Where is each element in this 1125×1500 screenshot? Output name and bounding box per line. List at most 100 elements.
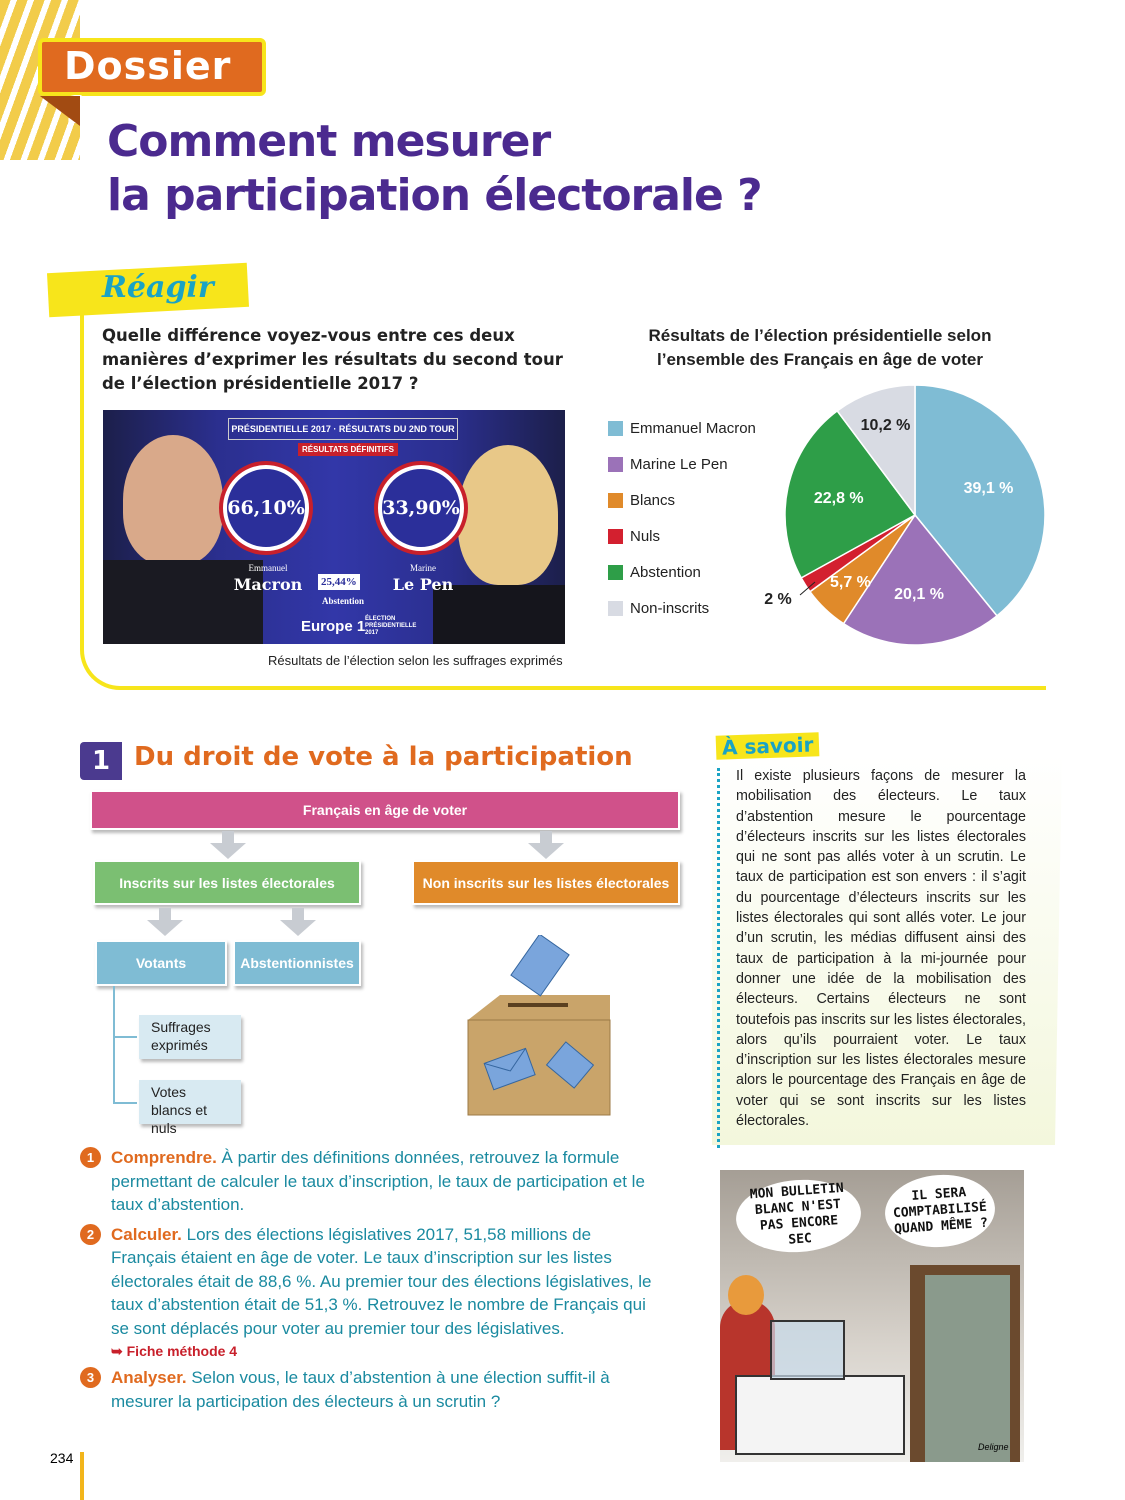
legend-item: Emmanuel Macron [608,410,756,446]
pie-slice-non-inscrits [836,384,916,518]
reagir-frame [80,300,1046,690]
voting-table [735,1375,905,1455]
question-1: 1 Comprendre. À partir des définitions do… [80,1146,660,1217]
question-number-badge: 1 [80,1147,101,1168]
fiche-methode-label: Fiche méthode 4 [126,1343,238,1359]
tree-connector [113,986,135,1104]
question-number-badge: 2 [80,1223,101,1245]
page-number: 234 [50,1450,74,1466]
legend-swatch [608,600,623,616]
reagir-question: Quelle différence voyez-vous entre ces d… [102,326,563,393]
question-2: 2 Calculer. Lors des élections législativ… [80,1223,660,1361]
diagram-box-abstentionnistes: Abstentionnistes [233,940,361,986]
diagram-box-suffrages: Suffrages exprimés [139,1015,241,1059]
europe1-logo-sub: ÉLECTION PRÉSIDENTIELLE 2017 [365,616,417,636]
lepen-portrait [458,445,558,585]
pie-data-label: 39,1 % [963,479,1014,497]
diagram-box-inscrits: Inscrits sur les listes électorales [93,860,361,905]
legend-item: Non-inscrits [608,590,756,626]
results-banner: PRÉSIDENTIELLE 2017 · RÉSULTATS DU 2ND T… [228,418,458,440]
legend-item: Blancs [608,482,756,518]
lepen-percentage: 33,90% [378,465,464,551]
a-savoir-box [712,755,1062,1145]
macron-percentage: 66,10% [223,465,309,551]
title-line-1: Comment mesurer [107,116,551,167]
legend-label: Non-inscrits [630,599,710,617]
tree-connector [113,1102,137,1104]
question-number-badge: 3 [80,1367,101,1388]
booth-curtain [925,1275,1010,1462]
legend-label: Nuls [630,527,661,545]
cartoonist-signature: Deligne [978,1442,1009,1452]
title-line-2: la participation électorale ? [107,170,763,221]
diagram-box-blancs-nuls: Votes blancs et nuls [139,1080,241,1136]
transparent-ballot-box [770,1320,845,1380]
question-label: Calculer. [111,1224,182,1244]
question-text: Selon vous, le taux d’abstention à une é… [111,1368,610,1411]
macron-portrait [123,435,223,565]
legend-swatch [608,456,623,472]
pie-data-label: 2 % [764,591,792,608]
tree-connector [113,1036,137,1038]
election-results-photo: PRÉSIDENTIELLE 2017 · RÉSULTATS DU 2ND T… [103,410,565,644]
arrow-down-icon [147,908,183,936]
diagram-box-non-inscrits: Non inscrits sur les listes électorales [412,860,680,905]
legend-item: Nuls [608,518,756,554]
label-leader-line [799,581,816,596]
pie-data-label: 20,1 % [894,586,944,604]
abstention-label: Abstention [321,596,364,606]
lepen-jacket [433,585,565,644]
pie-data-label: 10,2 % [860,417,911,435]
dossier-label: Dossier 1 [38,38,266,132]
section-number: 1 [80,742,122,780]
arrow-down-icon [528,831,564,859]
europe1-logo: Europe 1 [301,618,366,635]
question-3: 3 Analyser. Selon vous, le taux d’abstent… [80,1366,660,1413]
pie-slice-emmanuel-macron [914,384,1046,617]
legend-swatch [608,564,623,580]
pie-data-label: 22,8 % [813,489,864,507]
legend-label: Emmanuel Macron [630,419,756,437]
a-savoir-text: Il existe plusieurs façons de mesurer la… [736,768,1026,1130]
pie-slice-marine-le-pen [842,513,999,646]
legend-label: Marine Le Pen [630,455,728,473]
legend-label: Abstention [630,563,701,581]
reagir-tag: Réagir [102,270,214,305]
dotted-border [717,768,720,1148]
photo-caption: Résultats de l’élection selon les suffra… [268,653,563,668]
question-label: Comprendre. [111,1148,217,1167]
pie-slice-abstention [784,409,917,579]
arrow-down-icon [280,908,316,936]
page-bar [80,1452,84,1500]
question-text: À partir des définitions données, retrou… [111,1148,645,1214]
arrow-right-icon: ➥ [111,1343,127,1359]
page-title: Comment mesurer la participation électora… [107,115,763,223]
a-savoir-tag: À savoir [715,732,820,760]
abstention-percentage: 25,44% [318,574,360,590]
diagram-box-votants: Votants [95,940,227,986]
lepen-first-name: Marine [410,563,436,573]
speech-bubble-1: MON BULLETIN BLANC N'EST PAS ENCORE SEC [733,1175,864,1257]
chart-legend: Emmanuel Macron Marine Le Pen Blancs Nuls Ab… [608,410,756,626]
fiche-methode-link[interactable]: ➥ Fiche méthode 4 [111,1342,660,1360]
question-label: Analyser. [111,1368,187,1387]
macron-suit [103,560,263,644]
legend-item: Marine Le Pen [608,446,756,482]
cartoon-illustration: MON BULLETIN BLANC N'EST PAS ENCORE SEC … [720,1170,1024,1462]
speech-bubble-2: IL SERA COMPTABILISÉ QUAND MÊME ? [882,1171,998,1251]
legend-label: Blancs [630,491,676,509]
legend-swatch [608,420,623,436]
legend-item: Abstention [608,554,756,590]
pie-chart [784,384,1046,646]
diagram-box-top: Français en âge de voter [90,790,680,830]
questions-list: 1 Comprendre. À partir des définitions do… [80,1146,660,1419]
dossier-fold [40,96,80,126]
chart-title: Résultats de l’élection présidentielle s… [648,326,992,369]
section-title: Du droit de vote à la participation [134,742,633,772]
macron-last-name: Macron [233,575,303,594]
pie-data-label: 5,7 % [829,573,871,591]
assessor-head [728,1275,764,1315]
legend-swatch [608,492,623,508]
macron-first-name: Emmanuel [248,563,288,573]
legend-swatch [608,528,623,544]
